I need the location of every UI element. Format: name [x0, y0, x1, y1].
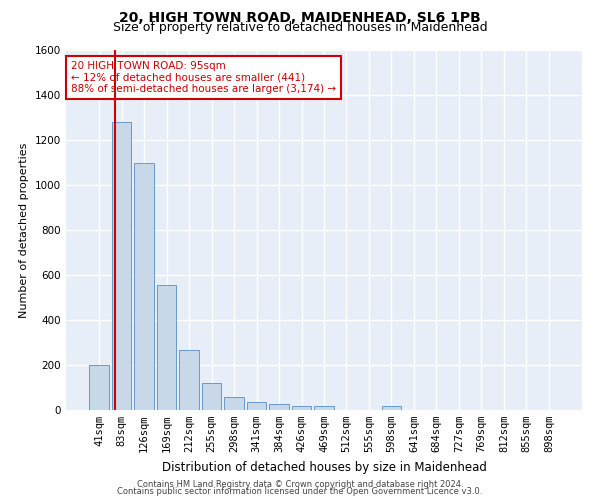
Bar — [157, 285, 176, 410]
Text: Size of property relative to detached houses in Maidenhead: Size of property relative to detached ho… — [113, 21, 487, 34]
Bar — [292, 406, 311, 410]
Text: Contains public sector information licensed under the Open Government Licence v3: Contains public sector information licen… — [118, 487, 482, 496]
Text: Contains HM Land Registry data © Crown copyright and database right 2024.: Contains HM Land Registry data © Crown c… — [137, 480, 463, 489]
Y-axis label: Number of detached properties: Number of detached properties — [19, 142, 29, 318]
Bar — [112, 122, 131, 410]
Bar — [247, 402, 266, 410]
Bar — [269, 404, 289, 410]
Bar — [314, 406, 334, 410]
Text: 20, HIGH TOWN ROAD, MAIDENHEAD, SL6 1PB: 20, HIGH TOWN ROAD, MAIDENHEAD, SL6 1PB — [119, 11, 481, 25]
Text: 20 HIGH TOWN ROAD: 95sqm
← 12% of detached houses are smaller (441)
88% of semi-: 20 HIGH TOWN ROAD: 95sqm ← 12% of detach… — [71, 61, 336, 94]
Bar — [202, 383, 221, 410]
Bar — [134, 162, 154, 410]
Bar — [224, 396, 244, 410]
Bar — [179, 350, 199, 410]
Bar — [89, 365, 109, 410]
X-axis label: Distribution of detached houses by size in Maidenhead: Distribution of detached houses by size … — [161, 460, 487, 473]
Bar — [382, 406, 401, 410]
